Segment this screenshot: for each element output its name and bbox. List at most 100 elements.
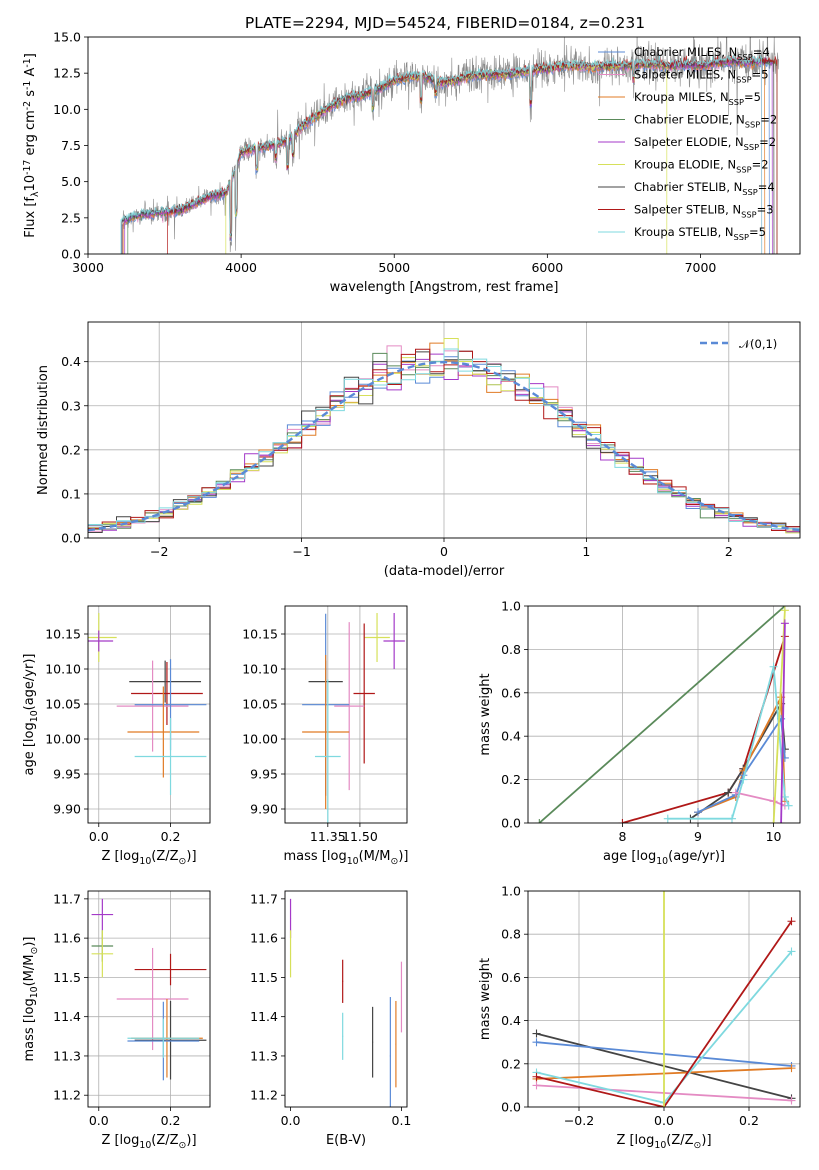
weight-vs-Z-xtick-label-2: 0.2 [739,1113,759,1128]
weight-vs-Z-ytick-label-4: 0.8 [501,927,521,942]
spectrum-legend-label-0: Chabrier MILES, NSSP=4 [634,45,770,62]
age-vs-Z-ylabel: age [log10(age/yr)] [22,653,40,775]
age-vs-Z-xlabel: Z [log10(Z/Z⊙)] [101,849,196,867]
mass-vs-Z-ytick-label-5: 11.7 [53,891,81,906]
weight-vs-age-xtick-label-2: 10 [766,829,782,844]
mass-vs-EBV-ytick-label-1: 11.3 [250,1048,278,1063]
age-vs-mass-plot-area [285,606,407,823]
weight-vs-age-series-line-5 [735,791,786,807]
residuals-ytick-label-2: 0.2 [61,442,81,457]
spectrum-frame [87,36,801,255]
weight-vs-age-marker-8-1 [780,619,789,628]
spectrum-legend-label-1: Salpeter MILES, NSSP=5 [634,68,769,85]
weight-vs-Z-plot-area [528,891,800,1107]
weight-vs-age-xtick-label-1: 9 [694,829,702,844]
mass-vs-Z-plot-area [88,891,210,1107]
spectrum-legend-label-2: Kroupa MILES, NSSP=5 [634,90,761,107]
mass-vs-EBV-ytick-label-0: 11.2 [250,1088,278,1103]
weight-vs-Z-marker-2-1 [787,1064,796,1073]
weight-vs-Z-marker-0-0 [532,1029,541,1038]
weight-vs-age-marker-6-5 [784,801,793,810]
weight-vs-Z-ytick-label-1: 0.2 [501,1056,521,1071]
weight-vs-age-series-line-8 [780,623,786,823]
spectrum-ytick-label-5: 12.5 [53,66,81,81]
weight-vs-age-ytick-label-2: 0.4 [501,729,521,744]
mass-vs-EBV-ytick-label-2: 11.4 [250,1009,278,1024]
weight-vs-age-marker-0-0 [535,819,544,823]
residuals-xlabel: (data-model)/error [384,564,505,579]
weight-vs-Z-xtick-label-1: 0.0 [654,1113,674,1128]
spectrum-legend-label-3: Chabrier ELODIE, NSSP=2 [634,113,777,130]
spectrum-ytick-label-4: 10.0 [53,102,81,117]
mass-vs-Z-ytick-label-3: 11.5 [53,970,81,985]
age-vs-Z-xtick-label-1: 0.2 [161,829,181,844]
spectrum-model-line-8 [120,54,763,254]
mass-vs-Z-ytick-label-2: 11.4 [53,1009,81,1024]
weight-vs-age-plot-area [528,606,800,823]
weight-vs-age-marker-5-0 [731,788,740,797]
mass-vs-EBV-plot-area [289,898,403,1107]
spectrum-legend-label-4: Salpeter ELODIE, NSSP=2 [634,135,776,152]
age-vs-Z-frame [87,605,211,824]
weight-vs-Z-ytick-label-2: 0.4 [501,1013,521,1028]
mass-vs-EBV-xlabel: E(B-V) [326,1133,366,1148]
spectrum-legend-label-7: Salpeter STELIB, NSSP=3 [634,203,774,220]
mass-vs-Z-xlabel: Z [log10(Z/Z⊙)] [101,1133,196,1151]
residuals-xtick-label-2: 0 [440,544,448,559]
mass-vs-Z-ytick-label-1: 11.3 [53,1048,81,1063]
age-vs-mass-ytick-label-3: 10.05 [242,697,278,712]
weight-vs-Z-ytick-label-0: 0.0 [501,1100,521,1115]
mass-vs-Z-ytick-label-0: 11.2 [53,1088,81,1103]
age-vs-mass-ytick-label-1: 9.95 [250,767,278,782]
spectrum-xtick-label-2: 5000 [378,260,410,275]
age-vs-mass-ytick-label-0: 9.90 [250,802,278,817]
weight-vs-age-ytick-label-5: 1.0 [501,599,521,614]
spectrum-legend-label-8: Kroupa STELIB, NSSP=5 [634,225,766,242]
spectrum-title: PLATE=2294, MJD=54524, FIBERID=0184, z=0… [245,14,645,32]
age-vs-mass-xtick-label-0: 11.35 [310,829,346,844]
weight-vs-Z-ylabel: mass weight [478,958,493,1040]
weight-vs-age-xlabel: age [log10(age/yr)] [603,849,725,867]
mass-vs-Z-xtick-label-1: 0.2 [161,1113,181,1128]
weight-vs-age-ytick-label-3: 0.6 [501,685,521,700]
residuals-frame [87,321,801,539]
weight-vs-age-ytick-label-4: 0.8 [501,642,521,657]
age-vs-Z-plot-area [88,606,210,823]
mass-vs-EBV-ytick-label-5: 11.7 [250,891,278,906]
age-vs-Z-ytick-label-0: 9.90 [53,802,81,817]
mass-vs-EBV-frame [284,890,408,1108]
weight-vs-Z-ytick-label-5: 1.0 [501,884,521,899]
weight-vs-age-xtick-label-0: 8 [618,829,626,844]
weight-vs-age-marker-7-0 [769,819,778,823]
mass-vs-EBV-ytick-label-4: 11.6 [250,931,278,946]
normal-reference-curve [88,360,800,532]
residuals-xtick-label-0: −2 [150,544,168,559]
weight-vs-Z-marker-6-1 [660,891,668,895]
spectrum-ytick-label-0: 0.0 [61,247,81,262]
weight-vs-age-ylabel: mass weight [478,673,493,755]
weight-vs-Z-marker-5-2 [787,917,796,926]
age-vs-Z-ytick-label-1: 9.95 [53,767,81,782]
mass-vs-EBV-xtick-label-0: 0.0 [281,1113,301,1128]
spectrum-ylabel: Flux [fλ10-17 erg cm-2 s-1 A-1] [22,53,41,238]
age-vs-Z-ytick-label-5: 10.15 [45,627,81,642]
residual-histogram-7 [88,348,800,531]
residuals-plot-area [88,322,800,538]
residuals-ytick-label-4: 0.4 [61,354,81,369]
weight-vs-age-series-line-1 [622,636,786,823]
spectrum-legend-label-5: Kroupa ELODIE, NSSP=2 [634,158,769,175]
spectrum-data-line [121,37,779,253]
weight-vs-age-marker-6-1 [728,814,736,823]
mass-vs-Z-ytick-label-4: 11.6 [53,931,81,946]
weight-vs-age-series-line-3 [697,693,786,813]
weight-vs-Z-marker-3-0 [532,1081,541,1090]
weight-vs-age-marker-6-3 [769,662,778,671]
age-vs-mass-ytick-label-4: 10.10 [242,662,278,677]
mass-vs-Z-ylabel: mass [log10(M/M⊙)] [22,937,40,1062]
weight-vs-Z-xlabel: Z [log10(Z/Z⊙)] [616,1133,711,1151]
spectrum-xtick-label-0: 3000 [72,260,104,275]
weight-vs-age-frame [527,605,801,824]
spectrum-plot-area [120,37,779,254]
weight-vs-age-marker-2-1 [724,788,733,797]
age-vs-mass-ytick-label-5: 10.15 [242,627,278,642]
